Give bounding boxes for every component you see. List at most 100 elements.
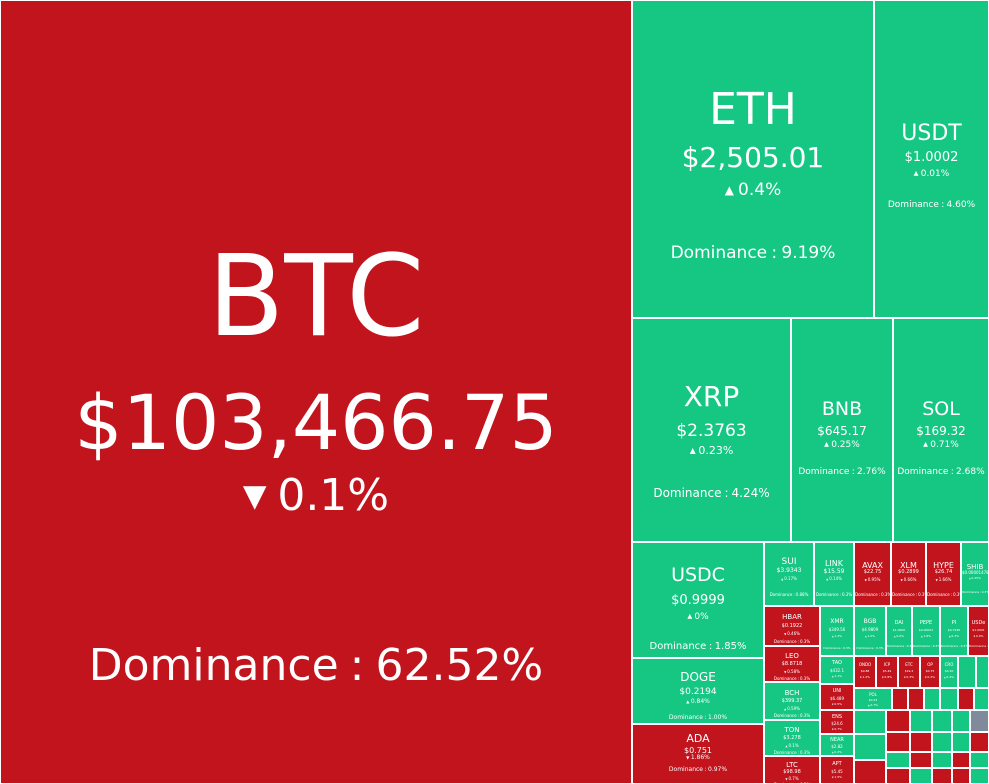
coin-tile-unlabeled-60[interactable] bbox=[932, 752, 952, 768]
coin-tile-etc[interactable]: ETC $19.2 ▼0.3% bbox=[898, 656, 920, 688]
coin-tile-sui[interactable]: SUI $3.9343 ▲0.17% Dominance:0.88% bbox=[764, 542, 814, 606]
coin-change-value: 0.84% bbox=[690, 698, 710, 705]
coin-tile-unlabeled-39[interactable] bbox=[924, 688, 940, 710]
coin-tile-unlabeled-48[interactable] bbox=[886, 710, 910, 732]
coin-tile-icp[interactable]: ICP $5.49 ▼0.8% bbox=[876, 656, 898, 688]
coin-tile-pi[interactable]: PI $0.7246 ▲0.3% Dominance:0.3% bbox=[940, 606, 968, 656]
coin-tile-unlabeled-53[interactable] bbox=[886, 732, 910, 752]
coin-tile-bgb[interactable]: BGB $4.9809 ▲1.0% Dominance:0.3% bbox=[854, 606, 886, 656]
coin-dominance: Dominance:0.3% bbox=[774, 782, 810, 783]
coin-symbol: TAO bbox=[832, 660, 842, 666]
coin-tile-leo[interactable]: LEO $8.8718 ▼0.58% Dominance:0.3% bbox=[764, 646, 820, 682]
coin-tile-unlabeled-50[interactable] bbox=[932, 710, 952, 732]
coin-change-value: 0.59% bbox=[787, 706, 800, 711]
coin-tile-uni[interactable]: UNI $6.489 ▼0.5% bbox=[820, 684, 854, 710]
coin-tile-unlabeled-44[interactable] bbox=[974, 688, 989, 710]
coin-change: ▲0.17% bbox=[765, 576, 813, 582]
coin-tile-ada[interactable]: ADA $0.751 ▼1.86% Dominance:0.97% bbox=[632, 724, 764, 784]
coin-tile-hype[interactable]: HYPE$26.74 ▼1.66% Dominance:0.3% bbox=[926, 542, 961, 606]
coin-tile-bnb[interactable]: BNB $645.17 ▲ 0.25% Dominance:2.76% bbox=[791, 318, 893, 542]
coin-tile-xmr[interactable]: XMR $349.56 ▲1.3% Dominance:0.3% bbox=[820, 606, 854, 656]
coin-price: $103,466.75 bbox=[74, 378, 558, 467]
coin-tile-unlabeled-38[interactable] bbox=[908, 688, 924, 710]
coin-tile-ltc[interactable]: LTC$98.98▼0.7%Dominance:0.3% bbox=[764, 756, 820, 784]
dominance-label: Dominance bbox=[773, 639, 797, 644]
coin-tile-hbar[interactable]: HBAR $0.1922 ▼0.46% Dominance:0.3% bbox=[764, 606, 820, 646]
coin-tile-ondo[interactable]: ONDO $0.88 ▼1.2% bbox=[854, 656, 876, 688]
coin-price: $1.0000 bbox=[892, 628, 906, 632]
coin-change: ▲0.84% bbox=[633, 698, 763, 706]
triangle-up-icon: ▲ bbox=[913, 170, 919, 178]
coin-tile-unlabeled-43[interactable] bbox=[958, 688, 974, 710]
coin-tile-usdt[interactable]: USDT $1.0002 ▲ 0.01% Dominance:4.60% bbox=[874, 0, 989, 318]
coin-price: $24.6 bbox=[831, 721, 843, 726]
dominance-label: Dominance bbox=[856, 646, 874, 650]
coin-dominance: Dominance:0.3% bbox=[773, 676, 811, 681]
coin-change-value: 0.58% bbox=[787, 669, 800, 674]
coin-tile-unlabeled-42[interactable] bbox=[976, 656, 989, 688]
coin-change: ▲0.0% bbox=[887, 634, 911, 638]
coin-symbol: HYPE bbox=[933, 561, 954, 570]
coin-tile-xrp[interactable]: XRP $2.3763 ▲ 0.23% Dominance:4.24% bbox=[632, 318, 791, 542]
triangle-down-icon: ▼ bbox=[832, 728, 834, 731]
coin-tile-bch[interactable]: BCH $399.37 ▲0.59% Dominance:0.3% bbox=[764, 682, 820, 720]
coin-tile-pol[interactable]: POL $0.23 ▲0.7% bbox=[854, 688, 892, 710]
coin-tile-xlm[interactable]: XLM$0.2899 ▼0.66% Dominance:0.3% bbox=[891, 542, 926, 606]
coin-tile-unlabeled-59[interactable] bbox=[910, 752, 932, 768]
coin-tile-unlabeled-61[interactable] bbox=[952, 752, 970, 768]
coin-tile-unlabeled-52[interactable] bbox=[970, 710, 989, 732]
coin-tile-usde[interactable]: USDe $1.0001 ▼0.0% Dominance:0.3% bbox=[968, 606, 989, 656]
coin-tile-apt[interactable]: APT $5.45 ▼1.5% bbox=[820, 756, 854, 784]
coin-tile-ton[interactable]: TON $3.278 ▲0.1% Dominance:0.3% bbox=[764, 720, 820, 756]
dominance-value: 0.3% bbox=[800, 782, 810, 783]
coin-tile-ens[interactable]: ENS $24.6 ▼0.7% bbox=[820, 710, 854, 734]
coin-tile-unlabeled-57[interactable] bbox=[970, 732, 989, 752]
coin-tile-sol[interactable]: SOL $169.32 ▲ 0.71% Dominance:2.68% bbox=[893, 318, 989, 542]
coin-tile-unlabeled-40[interactable] bbox=[940, 688, 958, 710]
coin-tile-pepe[interactable]: PEPE $0.00001 ▲1.8% Dominance:0.3% bbox=[912, 606, 940, 656]
coin-change-value: 0.23% bbox=[698, 444, 734, 457]
coin-tile-unlabeled-45[interactable] bbox=[854, 710, 886, 734]
coin-tile-unlabeled-56[interactable] bbox=[952, 732, 970, 752]
coin-tile-near[interactable]: NEAR $2.82 ▲0.2% bbox=[820, 734, 854, 756]
coin-change: ▼0.5% bbox=[821, 702, 853, 706]
coin-tile-unlabeled-46[interactable] bbox=[854, 734, 886, 760]
coin-tile-unlabeled-66[interactable] bbox=[952, 768, 970, 784]
coin-price: $0.751 bbox=[684, 746, 712, 755]
coin-change: ▼0.8% bbox=[877, 675, 897, 679]
dominance-label: Dominance bbox=[773, 750, 797, 755]
coin-tile-unlabeled-54[interactable] bbox=[910, 732, 932, 752]
dominance-label: Dominance bbox=[887, 644, 905, 648]
coin-tile-dai[interactable]: DAI $1.0000 ▲0.0% Dominance:0.3% bbox=[886, 606, 912, 656]
dominance-value: 0.3% bbox=[918, 592, 925, 597]
coin-tile-unlabeled-55[interactable] bbox=[932, 732, 952, 752]
coin-tile-btc[interactable]: BTC $103,466.75 ▼ 0.1% Dominance:62.52% bbox=[0, 0, 632, 784]
coin-tile-cro[interactable]: CRO $0.10 ▲0.4% bbox=[940, 656, 958, 688]
coin-tile-unlabeled-58[interactable] bbox=[886, 752, 910, 768]
coin-tile-unlabeled-63[interactable] bbox=[886, 768, 910, 784]
coin-price: $22.75 bbox=[863, 569, 882, 575]
coin-symbol: CRO bbox=[944, 662, 954, 667]
coin-tile-link[interactable]: LINK $15.59 ▲0.14% Dominance:0.3% bbox=[814, 542, 854, 606]
coin-tile-unlabeled-67[interactable] bbox=[970, 768, 989, 784]
coin-tile-op[interactable]: OP $0.75 ▼0.2% bbox=[920, 656, 940, 688]
coin-tile-unlabeled-49[interactable] bbox=[910, 710, 932, 732]
triangle-up-icon: ▲ bbox=[969, 577, 971, 580]
coin-tile-avax[interactable]: AVAX $22.75 ▼0.95% Dominance:0.3% bbox=[854, 542, 891, 606]
coin-tile-shib[interactable]: SHIB $0.00001478 ▲0.25% Dominance:0.3% bbox=[961, 542, 989, 606]
coin-tile-unlabeled-62[interactable] bbox=[970, 752, 989, 768]
coin-tile-unlabeled-64[interactable] bbox=[910, 768, 932, 784]
coin-tile-unlabeled-51[interactable] bbox=[952, 710, 970, 732]
coin-tile-doge[interactable]: DOGE $0.2194 ▲0.84% Dominance:1.00% bbox=[632, 658, 764, 724]
coin-tile-unlabeled-47[interactable] bbox=[854, 760, 886, 784]
coin-tile-unlabeled-65[interactable] bbox=[932, 768, 952, 784]
coin-tile-unlabeled-41[interactable] bbox=[958, 656, 976, 688]
coin-tile-usdc[interactable]: USDC $0.9999 ▲ 0% Dominance:1.85% bbox=[632, 542, 764, 658]
coin-tile-eth[interactable]: ETH $2,505.01 ▲ 0.4% Dominance:9.19% bbox=[632, 0, 874, 318]
coin-tile-tao[interactable]: TAO $432.1 ▲1.1% bbox=[820, 656, 854, 684]
triangle-up-icon: ▲ bbox=[824, 441, 830, 449]
coin-price: $0.1922 bbox=[781, 623, 803, 629]
coin-dominance: Dominance:4.24% bbox=[653, 486, 770, 500]
coin-tile-unlabeled-37[interactable] bbox=[892, 688, 908, 710]
coin-change: ▲1.3% bbox=[821, 634, 853, 638]
